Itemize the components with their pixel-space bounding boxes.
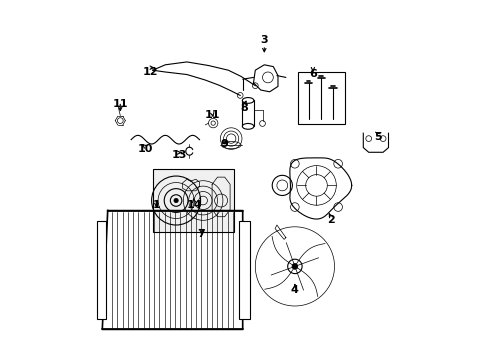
Text: 6: 6 xyxy=(308,69,316,79)
Circle shape xyxy=(291,264,297,269)
Text: 12: 12 xyxy=(143,67,158,77)
Text: 4: 4 xyxy=(290,285,298,295)
Bar xyxy=(297,72,344,124)
Text: 3: 3 xyxy=(260,35,267,45)
Ellipse shape xyxy=(242,123,253,129)
Polygon shape xyxy=(253,65,277,92)
Text: 5: 5 xyxy=(373,132,381,142)
Ellipse shape xyxy=(242,98,253,103)
Text: 11: 11 xyxy=(204,110,220,120)
Text: 9: 9 xyxy=(220,139,228,149)
Circle shape xyxy=(174,198,178,203)
Text: 13: 13 xyxy=(171,150,186,160)
Bar xyxy=(242,100,253,126)
Bar xyxy=(97,221,106,319)
Bar xyxy=(152,169,233,232)
Text: 1: 1 xyxy=(152,200,160,210)
Text: 2: 2 xyxy=(326,215,334,225)
Text: 11: 11 xyxy=(112,99,128,109)
Bar xyxy=(239,221,249,319)
Text: 8: 8 xyxy=(240,103,248,113)
Text: 14: 14 xyxy=(186,200,202,210)
Text: 10: 10 xyxy=(138,144,153,154)
Text: 7: 7 xyxy=(197,229,205,239)
Ellipse shape xyxy=(221,141,241,149)
